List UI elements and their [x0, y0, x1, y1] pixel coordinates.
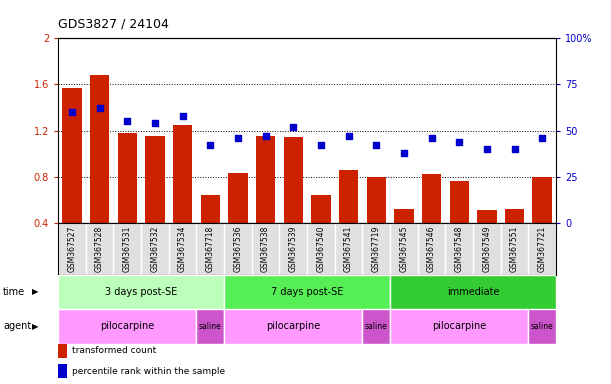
Bar	[196, 309, 224, 344]
Text: GSM367531: GSM367531	[123, 225, 132, 272]
Bar	[58, 364, 67, 378]
Bar	[228, 173, 247, 223]
Text: GSM367718: GSM367718	[206, 225, 214, 271]
Bar	[224, 309, 362, 344]
Bar	[390, 309, 529, 344]
Text: GSM367540: GSM367540	[316, 225, 326, 272]
Bar	[256, 136, 275, 223]
Text: immediate: immediate	[447, 287, 499, 297]
Text: saline: saline	[365, 322, 387, 331]
Text: time: time	[3, 287, 25, 297]
Text: GSM367539: GSM367539	[288, 225, 298, 272]
Text: pilocarpine: pilocarpine	[266, 321, 320, 331]
Point	[122, 118, 132, 124]
Point	[510, 146, 519, 152]
Point	[482, 146, 492, 152]
Text: agent: agent	[3, 321, 31, 331]
Bar	[224, 275, 390, 309]
Text: saline: saline	[199, 322, 222, 331]
Point	[233, 135, 243, 141]
Bar	[390, 275, 556, 309]
Point	[399, 150, 409, 156]
Point	[343, 133, 353, 139]
Bar	[58, 309, 196, 344]
Bar	[339, 170, 358, 223]
Bar	[90, 75, 109, 223]
Point	[426, 135, 436, 141]
Point	[178, 113, 188, 119]
Text: GSM367534: GSM367534	[178, 225, 187, 272]
Point	[455, 139, 464, 145]
Bar	[362, 309, 390, 344]
Bar	[533, 177, 552, 223]
Bar	[422, 174, 441, 223]
Point	[316, 142, 326, 148]
Point	[95, 105, 104, 111]
Text: GSM367719: GSM367719	[371, 225, 381, 272]
Text: GSM367545: GSM367545	[400, 225, 408, 272]
Text: percentile rank within the sample: percentile rank within the sample	[72, 367, 225, 376]
Text: GSM367721: GSM367721	[538, 225, 547, 271]
Text: GSM367527: GSM367527	[67, 225, 76, 272]
Bar	[367, 177, 386, 223]
Bar	[505, 209, 524, 223]
Bar	[529, 309, 556, 344]
Text: 7 days post-SE: 7 days post-SE	[271, 287, 343, 297]
Point	[67, 109, 77, 115]
Point	[205, 142, 215, 148]
Bar	[450, 181, 469, 223]
Text: GSM367541: GSM367541	[344, 225, 353, 272]
Text: GSM367528: GSM367528	[95, 225, 104, 271]
Text: transformed count: transformed count	[72, 346, 156, 356]
Bar	[58, 275, 224, 309]
Point	[261, 133, 271, 139]
Bar	[284, 137, 303, 223]
Point	[537, 135, 547, 141]
Text: GSM367532: GSM367532	[150, 225, 159, 272]
Text: GSM367548: GSM367548	[455, 225, 464, 272]
Bar	[117, 133, 137, 223]
Text: GSM367551: GSM367551	[510, 225, 519, 272]
Text: GSM367538: GSM367538	[261, 225, 270, 272]
Bar	[145, 136, 164, 223]
Text: GSM367549: GSM367549	[482, 225, 491, 272]
Bar	[311, 195, 331, 223]
Text: saline: saline	[531, 322, 554, 331]
Text: GSM367546: GSM367546	[427, 225, 436, 272]
Bar	[200, 195, 220, 223]
Text: pilocarpine: pilocarpine	[432, 321, 486, 331]
Text: ▶: ▶	[32, 322, 38, 331]
Text: 3 days post-SE: 3 days post-SE	[105, 287, 177, 297]
Point	[288, 124, 298, 130]
Bar	[394, 209, 414, 223]
Text: ▶: ▶	[32, 287, 38, 296]
Text: GSM367536: GSM367536	[233, 225, 243, 272]
Point	[371, 142, 381, 148]
Bar	[58, 344, 67, 358]
Bar	[173, 125, 192, 223]
Text: pilocarpine: pilocarpine	[100, 321, 155, 331]
Bar	[477, 210, 497, 223]
Bar	[62, 88, 81, 223]
Text: GDS3827 / 24104: GDS3827 / 24104	[58, 18, 169, 31]
Point	[150, 120, 159, 126]
